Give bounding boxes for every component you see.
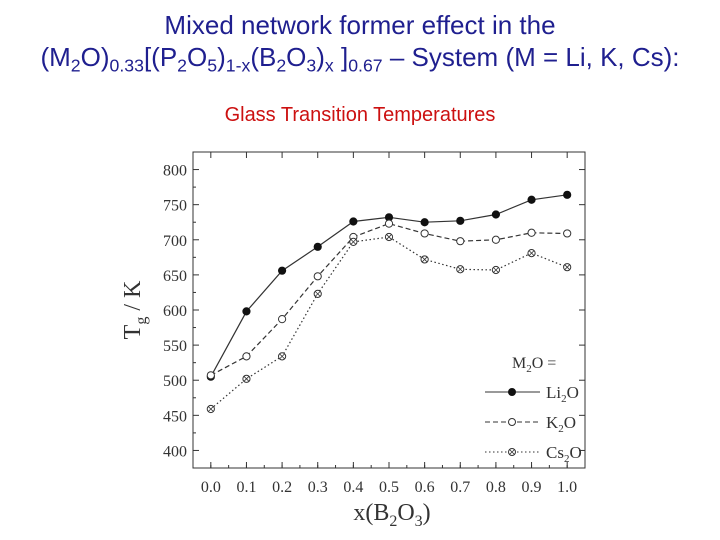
y-tick-label: 550 bbox=[163, 338, 187, 355]
y-tick-label: 800 bbox=[163, 163, 187, 180]
data-point-cs2o bbox=[206, 404, 215, 414]
data-point-cs2o bbox=[456, 265, 465, 274]
y-tick-label: 650 bbox=[163, 268, 187, 285]
legend-label-cs2o: Cs2O bbox=[546, 443, 582, 465]
title-line-2: (M2O)0.33[(P2O5)1-x(B2O3)x ]0.67 – Syste… bbox=[40, 42, 680, 76]
x-tick-label: 0.9 bbox=[522, 479, 542, 496]
data-point-cs2o bbox=[420, 255, 429, 264]
x-axis-label: x(B2O3) bbox=[353, 500, 430, 530]
y-tick-label: 500 bbox=[163, 373, 187, 390]
y-tick-label: 700 bbox=[163, 233, 187, 250]
data-point-cs2o bbox=[313, 289, 322, 298]
data-point-li2o bbox=[349, 217, 358, 226]
legend-label-li2o: Li2O bbox=[546, 383, 579, 405]
legend-marker-cs2o bbox=[508, 448, 516, 456]
x-tick-label: 0.8 bbox=[486, 479, 506, 496]
data-point-k2o bbox=[206, 371, 215, 380]
y-tick-label: 750 bbox=[163, 198, 187, 215]
data-point-k2o bbox=[491, 235, 501, 244]
legend-marker-li2o bbox=[508, 388, 516, 396]
x-tick-label: 0.2 bbox=[272, 479, 292, 496]
legend-marker-k2o bbox=[508, 418, 516, 426]
x-tick-label: 0.5 bbox=[379, 479, 399, 496]
legend: M2O = Li2O K2O Cs2O bbox=[485, 355, 582, 465]
data-point-k2o bbox=[420, 229, 429, 238]
x-tick-label: 0.6 bbox=[415, 479, 435, 496]
data-point-k2o bbox=[242, 352, 251, 361]
chart-subtitle: Glass Transition Temperatures bbox=[224, 104, 496, 126]
x-tick-label: 0.1 bbox=[236, 479, 256, 496]
x-tick-label: 0.3 bbox=[308, 479, 328, 496]
data-point-k2o bbox=[277, 315, 287, 324]
data-point-cs2o bbox=[563, 263, 572, 272]
y-tick-label: 400 bbox=[163, 443, 187, 460]
data-point-k2o bbox=[313, 272, 322, 281]
data-point-cs2o bbox=[277, 352, 287, 361]
legend-label-k2o: K2O bbox=[546, 413, 576, 435]
legend-title: M2O = bbox=[512, 355, 556, 375]
y-axis-label: Tg / K bbox=[120, 280, 150, 339]
data-point-li2o bbox=[491, 210, 501, 219]
data-point-cs2o bbox=[384, 232, 394, 242]
x-tick-label: 0.4 bbox=[343, 479, 363, 496]
data-point-cs2o bbox=[527, 249, 536, 258]
data-point-li2o bbox=[527, 195, 536, 204]
plot-frame bbox=[192, 151, 586, 469]
data-point-li2o bbox=[313, 242, 322, 251]
title-line-1: Mixed network former effect in the bbox=[164, 10, 556, 40]
data-point-k2o bbox=[563, 229, 572, 238]
x-tick-label: 1.0 bbox=[557, 479, 577, 496]
data-point-li2o bbox=[456, 216, 465, 225]
data-point-cs2o bbox=[349, 237, 358, 246]
data-point-cs2o bbox=[491, 265, 501, 275]
data-point-li2o bbox=[242, 307, 251, 316]
data-point-li2o bbox=[420, 218, 429, 227]
data-point-k2o bbox=[456, 237, 465, 246]
data-point-li2o bbox=[277, 266, 287, 275]
y-tick-label: 450 bbox=[163, 408, 187, 425]
x-tick-label: 0.7 bbox=[450, 479, 470, 496]
x-tick-label: 0.0 bbox=[201, 479, 221, 496]
series-line-k2o bbox=[210, 222, 568, 376]
data-point-k2o bbox=[384, 219, 394, 228]
data-point-k2o bbox=[527, 228, 536, 237]
series-line-cs2o bbox=[210, 236, 568, 410]
y-tick-label: 600 bbox=[163, 303, 187, 320]
data-point-li2o bbox=[563, 190, 572, 199]
data-point-cs2o bbox=[242, 374, 251, 383]
